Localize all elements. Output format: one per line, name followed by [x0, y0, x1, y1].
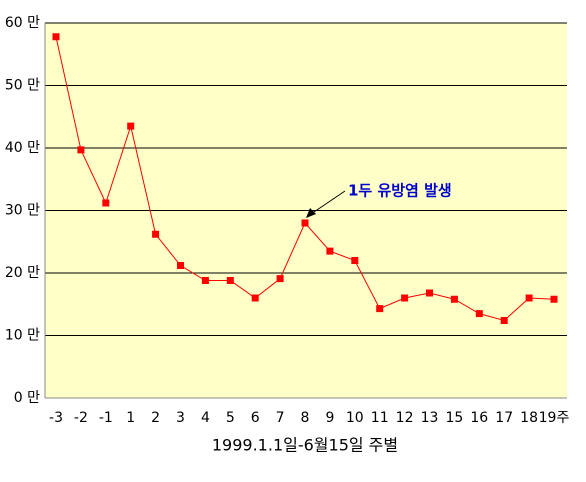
- y-tick-label: 50 만: [5, 78, 40, 94]
- x-tick-label: 10: [346, 410, 364, 426]
- annotation-arrowhead: [306, 208, 316, 218]
- data-point: [152, 230, 160, 238]
- data-point: [401, 294, 409, 302]
- data-point: [102, 199, 110, 207]
- data-point: [226, 277, 234, 284]
- x-tick-label: 1: [126, 410, 135, 426]
- y-tick-label: 60 만: [5, 15, 40, 31]
- x-tick-label: 18: [520, 410, 538, 426]
- data-point: [326, 247, 334, 255]
- x-tick-label: 9: [325, 410, 334, 426]
- data-point: [276, 275, 284, 283]
- data-point: [500, 317, 508, 324]
- annotation: 1두 유방염 발생: [348, 182, 452, 200]
- x-tick-label: 2: [151, 410, 160, 426]
- x-tick-label: -3: [49, 410, 63, 426]
- x-tick-label: -2: [74, 410, 88, 426]
- data-point: [525, 294, 533, 302]
- data-point: [475, 310, 483, 318]
- x-tick-label: 8: [301, 410, 310, 426]
- x-tick-label: 11: [371, 410, 389, 426]
- y-tick-label: 10 만: [5, 328, 40, 344]
- y-tick-label: 0 만: [14, 390, 40, 406]
- x-tick-label: 17: [495, 410, 513, 426]
- data-point: [251, 294, 259, 302]
- x-tick-label: 12: [396, 410, 414, 426]
- y-tick-label: 40 만: [5, 140, 40, 156]
- y-tick-label: 20 만: [5, 265, 40, 281]
- x-tick-label: -1: [99, 410, 113, 426]
- data-point: [177, 262, 184, 269]
- x-axis-label: 1999.1.1일-6월15일 주별: [212, 436, 398, 455]
- data-point: [376, 305, 384, 313]
- data-point: [426, 289, 433, 297]
- x-tick-label: 13: [421, 410, 439, 426]
- x-tick-label: 15: [445, 410, 463, 426]
- x-tick-label: 4: [201, 410, 210, 426]
- x-tick-label: 6: [251, 410, 260, 426]
- data-point: [201, 277, 209, 284]
- x-tick-label: 3: [176, 410, 185, 426]
- x-tick-label: 7: [276, 410, 285, 426]
- data-point: [301, 219, 309, 227]
- data-point: [127, 122, 135, 130]
- x-tick-label: 16: [470, 410, 488, 426]
- data-point: [351, 257, 359, 264]
- data-point: [450, 295, 458, 303]
- data-point: [52, 33, 60, 41]
- x-tick-label: 5: [226, 410, 235, 426]
- data-point: [550, 295, 558, 303]
- data-point: [77, 146, 85, 154]
- y-tick-label: 30 만: [5, 203, 40, 219]
- x-tick-label: 19주: [539, 410, 570, 426]
